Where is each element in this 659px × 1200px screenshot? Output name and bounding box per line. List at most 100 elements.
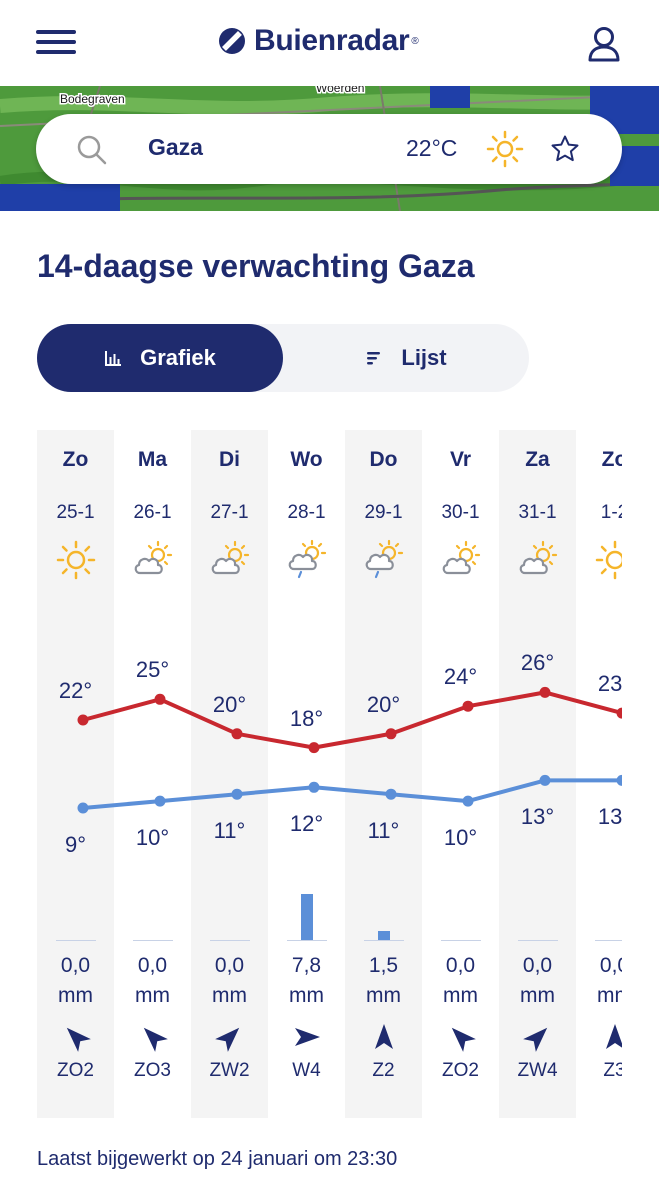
precipitation-unit: mm xyxy=(135,984,170,1007)
search-location-text[interactable]: Gaza xyxy=(148,134,203,160)
logo-text: Buienradar xyxy=(254,24,410,57)
list-icon xyxy=(367,352,381,365)
partly-cloudy-icon xyxy=(442,540,481,575)
precipitation-value: 7,8 xyxy=(291,954,322,977)
day-date: 29-1 xyxy=(364,502,403,523)
day-name: Zo xyxy=(601,448,622,471)
precipitation-baseline xyxy=(518,940,558,941)
partly-cloudy-icon xyxy=(134,540,173,575)
precipitation-value: 0,0 xyxy=(60,954,91,977)
map-label-bodegraven: Bodegraven xyxy=(60,92,125,106)
day-name: Wo xyxy=(290,448,323,471)
last-updated-text: Laatst bijgewerkt op 24 januari om 23:30 xyxy=(37,1148,398,1170)
current-temperature: 22°C xyxy=(406,135,458,161)
min-temperature-label: 13° xyxy=(520,804,555,830)
day-name: Vr xyxy=(449,448,472,471)
max-temperature-label: 25° xyxy=(135,657,170,683)
location-search-bar[interactable]: Gaza 22°C xyxy=(36,114,622,184)
precipitation-value: 0,0 xyxy=(599,954,622,977)
sun-icon xyxy=(595,540,622,580)
precipitation-value: 0,0 xyxy=(137,954,168,977)
wind-label: ZW2 xyxy=(209,1060,250,1081)
wind-direction-arrow-icon xyxy=(606,1024,622,1049)
hamburger-menu-icon[interactable] xyxy=(36,30,76,58)
day-name: Ma xyxy=(137,448,168,471)
day-date: 28-1 xyxy=(287,502,326,523)
top-bar: Buienradar ® xyxy=(0,0,659,86)
day-name: Za xyxy=(525,448,550,471)
wind-label: ZW4 xyxy=(517,1060,558,1081)
precipitation-unit: mm xyxy=(520,984,555,1007)
wind-direction-arrow-icon xyxy=(215,1027,240,1052)
partly-cloudy-icon xyxy=(519,540,558,575)
day-date: 26-1 xyxy=(133,502,172,523)
tab-lijst[interactable]: Lijst xyxy=(283,324,529,392)
sun-icon xyxy=(486,130,524,168)
max-temperature-label: 20° xyxy=(366,691,401,717)
max-temperature-label: 22° xyxy=(58,678,93,703)
day-name: Di xyxy=(219,448,240,471)
precipitation-baseline xyxy=(56,940,96,941)
buienradar-logo[interactable]: Buienradar ® xyxy=(218,24,419,58)
forecast-day-column[interactable]: Zo 25-1 22° 9° 0,0 mm ZO2 xyxy=(37,430,114,1118)
wind-label: W4 xyxy=(292,1060,321,1081)
precipitation-baseline xyxy=(287,940,327,941)
precipitation-bar xyxy=(301,894,313,940)
precipitation-unit: mm xyxy=(289,984,324,1007)
forecast-day-column[interactable]: Wo 28-1 18° 12° 7,8 mm W4 xyxy=(268,430,345,1118)
min-temperature-label: 10° xyxy=(135,825,170,851)
cloud-rain-sun-icon xyxy=(288,539,327,579)
map-label-woerden: Woerden xyxy=(316,86,364,95)
wind-label: Z2 xyxy=(372,1060,395,1081)
day-date: 27-1 xyxy=(210,502,249,523)
precipitation-baseline xyxy=(210,940,250,941)
favorite-star-icon[interactable] xyxy=(550,134,580,164)
forecast-day-column[interactable]: Ma 26-1 25° 10° 0,0 mm ZO3 xyxy=(114,430,191,1118)
tab-grafiek-label: Grafiek xyxy=(140,345,216,370)
min-temperature-label: 12° xyxy=(289,811,324,837)
max-temperature-label: 20° xyxy=(212,691,247,717)
search-icon[interactable] xyxy=(76,134,108,166)
precipitation-unit: mm xyxy=(58,984,93,1007)
wind-direction-arrow-icon xyxy=(66,1027,91,1052)
precipitation-baseline xyxy=(441,940,481,941)
day-date: 31-1 xyxy=(518,502,557,523)
wind-direction-arrow-icon xyxy=(451,1027,476,1052)
precipitation-value: 0,0 xyxy=(445,954,476,977)
precipitation-unit: mm xyxy=(212,984,247,1007)
wind-label: ZO2 xyxy=(57,1060,94,1081)
wind-label: Z3 xyxy=(603,1060,622,1081)
max-temperature-label: 26° xyxy=(520,650,555,676)
precipitation-baseline xyxy=(595,940,622,941)
wind-direction-arrow-icon xyxy=(295,1028,320,1046)
precipitation-baseline xyxy=(133,940,173,941)
day-name: Do xyxy=(369,448,398,471)
forecast-day-column[interactable]: Di 27-1 20° 11° 0,0 mm ZW2 xyxy=(191,430,268,1118)
cloud-rain-sun-icon xyxy=(365,539,404,579)
max-temperature-label: 23° xyxy=(597,671,622,697)
wind-direction-arrow-icon xyxy=(523,1027,548,1052)
tab-grafiek[interactable]: Grafiek xyxy=(37,324,283,392)
min-temperature-label: 10° xyxy=(443,825,478,851)
sun-icon xyxy=(56,540,96,580)
precipitation-unit: mm xyxy=(597,984,622,1007)
min-temperature-label: 9° xyxy=(64,832,87,857)
wind-direction-arrow-icon xyxy=(143,1027,168,1052)
forecast-day-column[interactable]: Zo 1-2 23° 13° 0,0 mm Z3 xyxy=(576,430,622,1118)
page-title: 14-daagse verwachting Gaza xyxy=(37,248,475,284)
min-temperature-label: 11° xyxy=(367,818,400,844)
day-date: 30-1 xyxy=(441,502,480,523)
precipitation-unit: mm xyxy=(366,984,401,1007)
forecast-day-column[interactable]: Do 29-1 20° 11° 1,5 mm Z2 xyxy=(345,430,422,1118)
forecast-day-column[interactable]: Za 31-1 26° 13° 0,0 mm ZW4 xyxy=(499,430,576,1118)
user-account-icon[interactable] xyxy=(584,24,624,64)
forecast-day-column[interactable]: Vr 30-1 24° 10° 0,0 mm ZO2 xyxy=(422,430,499,1118)
precipitation-value: 1,5 xyxy=(368,954,399,977)
precipitation-value: 0,0 xyxy=(522,954,553,977)
forecast-chart[interactable]: Zo 25-1 22° 9° 0,0 mm ZO2 Ma 26-1 25° 10° 0,0 mm ZO… xyxy=(37,430,622,1118)
day-date: 1-2 xyxy=(600,502,622,523)
max-temperature-label: 18° xyxy=(289,705,324,731)
wind-label: ZO3 xyxy=(134,1060,171,1081)
day-name: Zo xyxy=(62,448,89,471)
tab-lijst-label: Lijst xyxy=(401,345,447,370)
